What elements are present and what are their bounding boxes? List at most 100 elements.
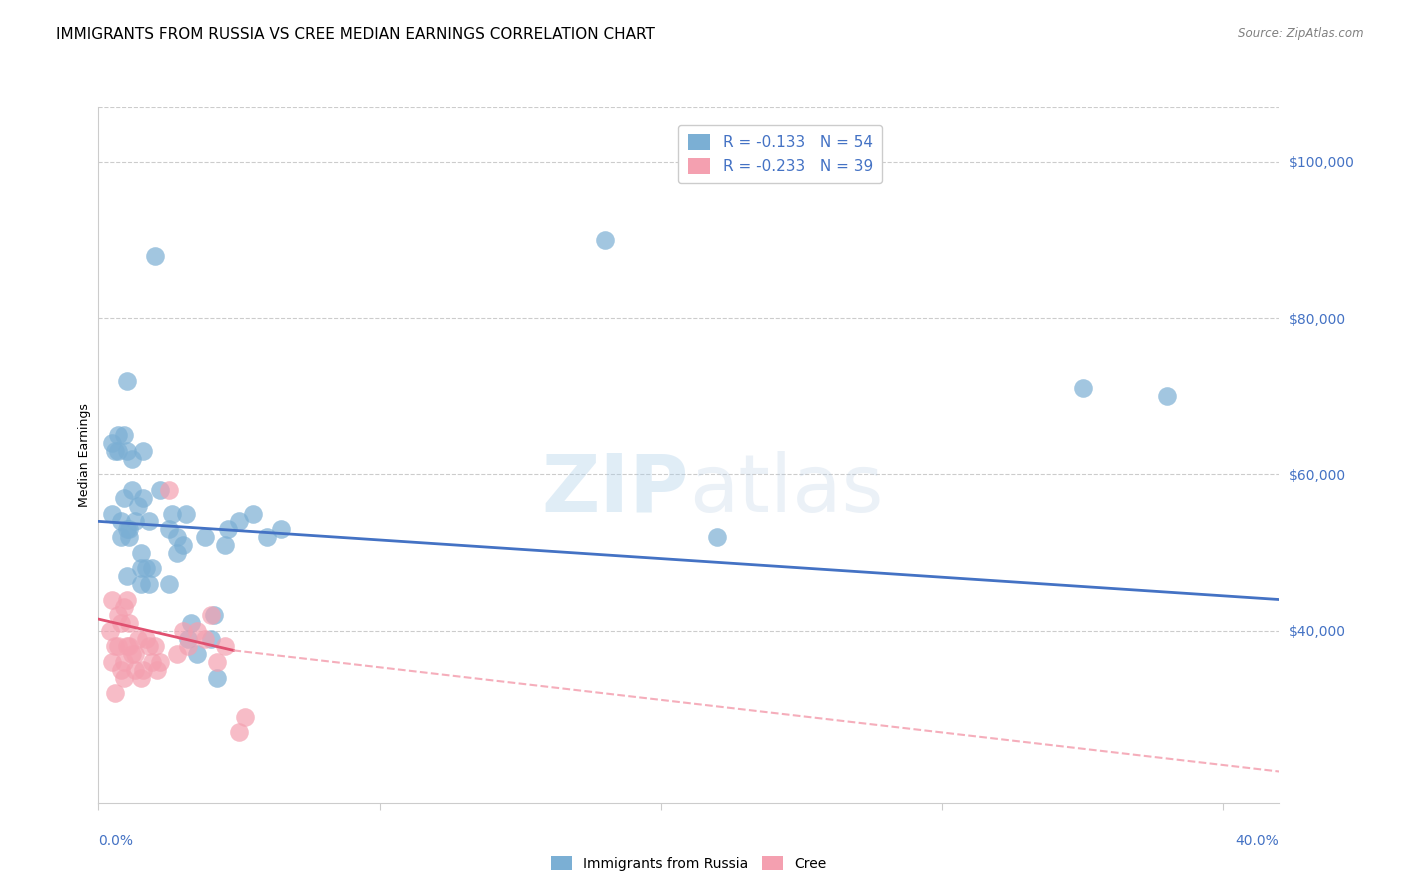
- Point: [118, 640, 141, 654]
- Point: [194, 632, 217, 646]
- Point: [110, 514, 132, 528]
- Point: [115, 640, 138, 654]
- Point: [200, 632, 222, 646]
- Point: [138, 577, 160, 591]
- Text: 40.0%: 40.0%: [1236, 834, 1279, 848]
- Point: [107, 444, 129, 458]
- Point: [101, 436, 124, 450]
- Point: [132, 663, 155, 677]
- Text: atlas: atlas: [689, 450, 883, 529]
- Point: [593, 233, 616, 247]
- Point: [135, 632, 157, 646]
- Point: [101, 655, 124, 669]
- Legend: Immigrants from Russia, Cree: Immigrants from Russia, Cree: [546, 850, 832, 876]
- Y-axis label: Median Earnings: Median Earnings: [79, 403, 91, 507]
- Point: [214, 538, 236, 552]
- Point: [121, 483, 143, 497]
- Point: [706, 530, 728, 544]
- Point: [115, 374, 138, 388]
- Legend: R = -0.133   N = 54, R = -0.233   N = 39: R = -0.133 N = 54, R = -0.233 N = 39: [678, 125, 882, 183]
- Point: [157, 577, 180, 591]
- Point: [121, 451, 143, 466]
- Point: [107, 428, 129, 442]
- Point: [200, 608, 222, 623]
- Point: [228, 514, 250, 528]
- Point: [172, 538, 194, 552]
- Point: [138, 640, 160, 654]
- Point: [166, 546, 188, 560]
- Point: [132, 444, 155, 458]
- Point: [110, 615, 132, 630]
- Point: [107, 640, 129, 654]
- Point: [228, 725, 250, 739]
- Point: [166, 647, 188, 661]
- Point: [104, 444, 127, 458]
- Point: [256, 530, 278, 544]
- Point: [112, 428, 135, 442]
- Point: [160, 507, 183, 521]
- Point: [112, 600, 135, 615]
- Point: [129, 671, 152, 685]
- Point: [112, 671, 135, 685]
- Point: [129, 546, 152, 560]
- Point: [107, 608, 129, 623]
- Point: [110, 663, 132, 677]
- Point: [141, 561, 163, 575]
- Point: [135, 561, 157, 575]
- Point: [180, 615, 202, 630]
- Point: [157, 522, 180, 536]
- Point: [124, 647, 146, 661]
- Text: Source: ZipAtlas.com: Source: ZipAtlas.com: [1239, 27, 1364, 40]
- Point: [141, 655, 163, 669]
- Point: [110, 530, 132, 544]
- Point: [157, 483, 180, 497]
- Point: [1156, 389, 1178, 403]
- Point: [233, 710, 256, 724]
- Point: [115, 522, 138, 536]
- Point: [194, 530, 217, 544]
- Point: [149, 483, 172, 497]
- Point: [104, 640, 127, 654]
- Point: [132, 491, 155, 505]
- Point: [115, 569, 138, 583]
- Point: [101, 507, 124, 521]
- Point: [129, 577, 152, 591]
- Point: [138, 514, 160, 528]
- Point: [177, 632, 200, 646]
- Point: [186, 624, 208, 638]
- Point: [124, 663, 146, 677]
- Point: [127, 499, 149, 513]
- Text: IMMIGRANTS FROM RUSSIA VS CREE MEDIAN EARNINGS CORRELATION CHART: IMMIGRANTS FROM RUSSIA VS CREE MEDIAN EA…: [56, 27, 655, 42]
- Point: [214, 640, 236, 654]
- Point: [118, 530, 141, 544]
- Point: [112, 491, 135, 505]
- Point: [127, 632, 149, 646]
- Point: [242, 507, 264, 521]
- Point: [121, 647, 143, 661]
- Point: [174, 507, 197, 521]
- Point: [101, 592, 124, 607]
- Point: [143, 249, 166, 263]
- Point: [118, 522, 141, 536]
- Point: [205, 671, 228, 685]
- Point: [146, 663, 169, 677]
- Point: [186, 647, 208, 661]
- Point: [217, 522, 239, 536]
- Point: [177, 640, 200, 654]
- Point: [149, 655, 172, 669]
- Point: [205, 655, 228, 669]
- Point: [1071, 382, 1094, 396]
- Point: [115, 592, 138, 607]
- Point: [115, 444, 138, 458]
- Point: [270, 522, 292, 536]
- Point: [118, 615, 141, 630]
- Text: ZIP: ZIP: [541, 450, 689, 529]
- Point: [166, 530, 188, 544]
- Point: [202, 608, 225, 623]
- Point: [112, 655, 135, 669]
- Point: [98, 624, 121, 638]
- Point: [172, 624, 194, 638]
- Point: [124, 514, 146, 528]
- Point: [129, 561, 152, 575]
- Point: [104, 686, 127, 700]
